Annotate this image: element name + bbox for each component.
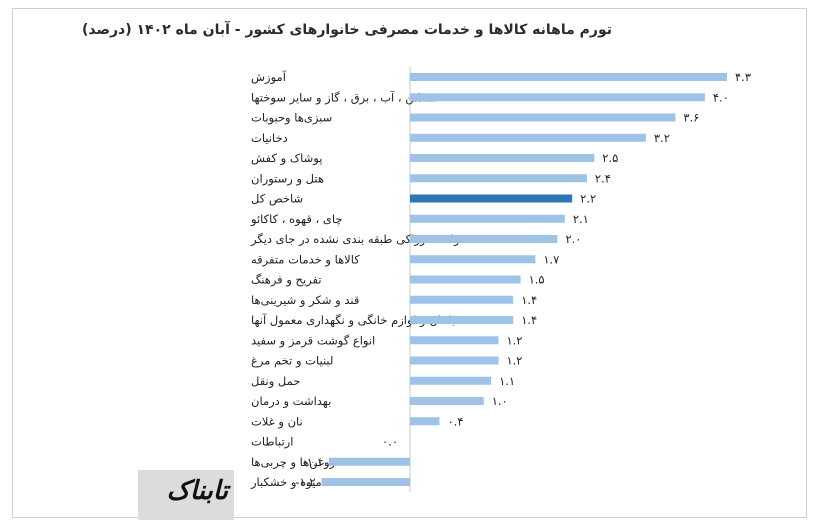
category-label: نان و غلات — [251, 414, 303, 429]
data-label: ۲.۲ — [580, 192, 596, 206]
bar — [410, 336, 499, 345]
category-label: کالاها و خدمات متفرقه — [251, 252, 360, 267]
bar — [410, 154, 595, 162]
bar — [410, 93, 705, 102]
category-label: لبنیات و تخم مرغ — [251, 354, 333, 369]
data-label: ۱.۱ — [499, 374, 515, 388]
data-label: -۱.۲ — [295, 475, 315, 489]
category-label: بهداشت و درمان — [251, 394, 331, 409]
bar — [410, 316, 514, 324]
category-label: مبلمان و لوازم خانگی و نگهداری معمول آنه… — [251, 313, 461, 328]
bar — [410, 73, 727, 81]
data-label: ۴.۳ — [735, 70, 751, 84]
data-label: ۱.۰ — [492, 394, 508, 408]
data-label: ۲.۵ — [602, 151, 618, 165]
bar — [410, 295, 514, 304]
bar — [410, 174, 587, 183]
category-label: انواع گوشت قرمز و سفید — [251, 333, 375, 348]
data-label: ۱.۷ — [543, 252, 559, 266]
category-label: قند و شکر و شیرینی‌ها — [251, 293, 359, 308]
category-label: حمل ونقل — [251, 374, 300, 389]
data-label: ۳.۲ — [654, 131, 670, 145]
data-label: ۰.۴ — [447, 414, 463, 428]
bar — [328, 457, 410, 466]
category-label: پوشاک و کفش — [251, 151, 322, 166]
category-label: میوه و خشکبار — [250, 475, 322, 490]
data-label: ۱.۵ — [529, 273, 545, 287]
data-label: ۰.۰ — [382, 435, 398, 449]
category-label: چای ، قهوه ، کاکائو — [250, 212, 343, 227]
bar — [410, 376, 492, 385]
bar — [410, 194, 573, 203]
data-label: ۲.۱ — [573, 212, 589, 226]
data-label: ۱.۴ — [521, 293, 537, 307]
bar — [410, 275, 521, 284]
bar — [410, 133, 646, 142]
data-label: ۴.۰ — [713, 90, 729, 104]
category-label: سبزی‌ها وحبوبات — [251, 111, 332, 126]
data-label: ۱.۲ — [506, 333, 522, 347]
chart-title: تورم ماهانه کالاها و خدمات مصرفی خانواره… — [81, 22, 612, 38]
category-label: روغن‌ها و چربی‌ها — [251, 455, 335, 470]
category-label: آموزش — [251, 70, 287, 85]
category-label: دخانیات — [251, 131, 288, 145]
data-label: ۱.۴ — [521, 313, 537, 327]
data-label: -۱.۱ — [303, 455, 323, 469]
bar — [410, 356, 499, 365]
data-label: ۱.۲ — [506, 354, 522, 368]
bar — [410, 255, 536, 264]
data-label: ۳.۶ — [683, 111, 699, 125]
bar — [410, 113, 676, 122]
data-label: ۲.۰ — [565, 232, 581, 246]
watermark-logo: تابناک — [138, 470, 234, 520]
category-label: شاخص کل — [251, 192, 303, 207]
category-label: هتل و رستوران — [251, 171, 324, 186]
category-label: تفریح و فرهنگ — [251, 273, 322, 288]
category-label: ارتباطات — [251, 435, 293, 450]
bar — [410, 235, 558, 243]
bar — [410, 417, 440, 426]
data-label: ۲.۴ — [595, 171, 611, 185]
category-label: مسکن ، آب ، برق ، گاز و سایر سوختها — [251, 90, 437, 105]
bar — [410, 397, 484, 405]
bar — [321, 478, 410, 486]
watermark-text: تابناک — [166, 476, 228, 506]
bar — [410, 214, 565, 223]
